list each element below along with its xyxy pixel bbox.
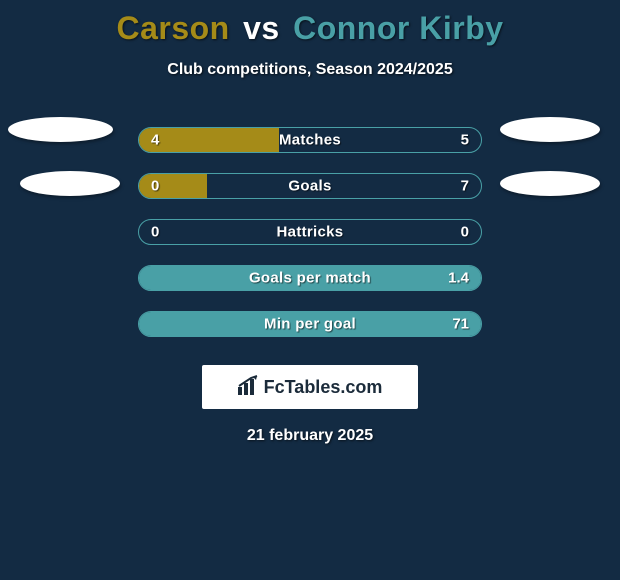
stat-bar: Goals per match1.4 xyxy=(138,265,482,291)
stat-value-player1: 0 xyxy=(151,224,159,241)
stats-stage: Matches45Goals07Hattricks00Goals per mat… xyxy=(0,117,620,445)
title-player1: Carson xyxy=(116,10,229,46)
stat-row: Min per goal71 xyxy=(0,301,620,347)
stat-value-player1: 4 xyxy=(151,132,159,149)
stat-bar: Matches4 5 xyxy=(138,127,482,153)
stat-rows: Matches45Goals07Hattricks00Goals per mat… xyxy=(0,117,620,347)
stat-value-player2: 71 xyxy=(452,316,469,333)
title-vs: vs xyxy=(243,10,280,46)
page-title: Carson vs Connor Kirby xyxy=(0,0,620,47)
stat-value-player2: 7 xyxy=(461,178,469,195)
footer-logo-text: FcTables.com xyxy=(264,377,383,398)
stat-value-player2: 5 xyxy=(461,132,469,149)
stat-bar: Hattricks0 0 xyxy=(138,219,482,245)
footer-date: 21 february 2025 xyxy=(0,427,620,445)
stat-value-player1: 0 xyxy=(151,178,159,195)
stat-row: Goals0 7 xyxy=(0,163,620,209)
stat-label: Goals xyxy=(139,178,481,195)
comparison-card: Carson vs Connor Kirby Club competitions… xyxy=(0,0,620,580)
stat-value-player2: 0 xyxy=(461,224,469,241)
title-player2: Connor Kirby xyxy=(293,10,503,46)
stat-row: Hattricks0 0 xyxy=(0,209,620,255)
stat-label: Hattricks xyxy=(139,224,481,241)
footer-logo: FcTables.com xyxy=(202,365,418,409)
stat-bar: Min per goal71 xyxy=(138,311,482,337)
chart-icon xyxy=(238,375,260,400)
stat-value-player2: 1.4 xyxy=(448,270,469,287)
subtitle: Club competitions, Season 2024/2025 xyxy=(0,61,620,79)
stat-label: Goals per match xyxy=(139,270,481,287)
stat-row: Goals per match1.4 xyxy=(0,255,620,301)
stat-label: Matches xyxy=(139,132,481,149)
stat-label: Min per goal xyxy=(139,316,481,333)
stat-bar: Goals0 7 xyxy=(138,173,482,199)
stat-row: Matches4 5 xyxy=(0,117,620,163)
